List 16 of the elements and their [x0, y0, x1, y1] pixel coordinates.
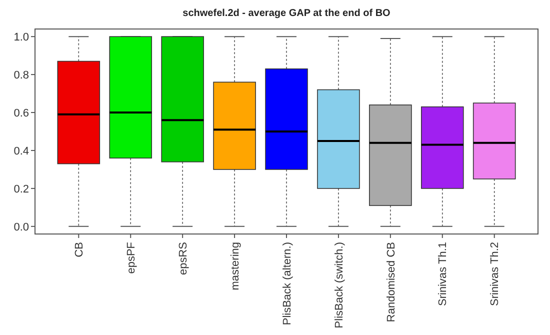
x-tick-label: Srinivas Th.2	[489, 242, 502, 306]
chart-title: schwefel.2d - average GAP at the end of BO	[182, 8, 391, 19]
y-tick-label: 0.2	[14, 183, 29, 196]
x-tick-label: CB	[74, 242, 86, 258]
y-tick-label: 1.0	[14, 31, 29, 44]
x-tick-label: PlisBack (switch.)	[333, 242, 346, 328]
x-tick-label: Randomised CB	[385, 242, 398, 322]
x-tick-label: epsPF	[125, 242, 138, 274]
x-tick-label: mastering	[229, 242, 242, 290]
x-tick-label: PlisBack (altern.)	[281, 242, 294, 326]
x-tick-label: Srinivas Th.1	[437, 242, 450, 306]
y-tick-label: 0.6	[14, 107, 29, 120]
y-tick-label: 0.0	[14, 221, 29, 234]
y-tick-label: 0.4	[14, 145, 29, 158]
x-tick-label: epsRS	[177, 242, 190, 276]
y-tick-label: 0.8	[14, 69, 29, 82]
